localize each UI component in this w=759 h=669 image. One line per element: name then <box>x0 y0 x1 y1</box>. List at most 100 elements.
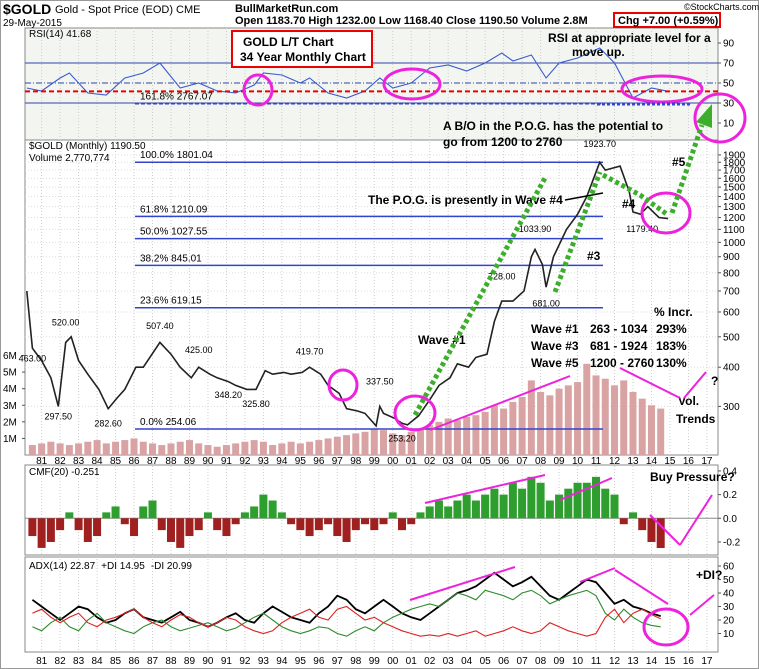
note: #3 <box>587 249 601 263</box>
volume-bar <box>453 420 461 455</box>
table-cell: Wave #3 <box>531 339 579 353</box>
wave-arrow <box>412 176 548 417</box>
x-tick-label: 17 <box>701 656 713 667</box>
note: GOLD L/T Chart <box>243 35 334 49</box>
x-tick-label: 96 <box>313 456 325 467</box>
fib-label: 23.6% 619.15 <box>140 296 202 307</box>
marks: 81 81 82 82 83 83 84 84 85 85 86 86 87 87 88 88 89 89 90 90… <box>3 29 746 667</box>
volume-bar <box>472 415 480 455</box>
volume-bar <box>546 395 554 455</box>
y-tick-label: 800 <box>723 268 740 279</box>
cmf-bar <box>361 518 370 525</box>
volume-bar <box>583 363 591 455</box>
volume-tick-label: 2M <box>3 417 17 428</box>
volume-bar <box>380 430 388 455</box>
cmf-bar <box>240 512 249 519</box>
trend-lines <box>409 367 715 616</box>
x-tick-label: 86 <box>128 456 140 467</box>
note: A B/O in the P.O.G. has the potential to <box>443 119 663 133</box>
price-label: 297.50 <box>44 412 72 422</box>
y-tick-label: 1100 <box>723 225 745 236</box>
cmf-bar <box>194 518 203 531</box>
x-tick-label: 92 <box>239 656 251 667</box>
cmf-bar <box>324 518 333 525</box>
x-tick-label: 97 <box>332 456 344 467</box>
change: Chg +7.00 (+0.59%) <box>618 15 719 27</box>
x-tick-label: 14 <box>646 656 658 667</box>
highlight <box>693 92 747 144</box>
x-tick-label: 14 <box>646 456 658 467</box>
y-tick-label: 10 <box>723 119 735 130</box>
x-tick-label: 82 <box>55 456 67 467</box>
table-cell: 681 - 1924 <box>590 339 648 353</box>
cmf-bar <box>305 518 314 537</box>
cmf-bar <box>102 512 111 519</box>
x-tick-label: 16 <box>683 656 695 667</box>
cmf-bar <box>582 482 591 519</box>
cmf-bar <box>93 518 102 537</box>
volume-bar <box>102 443 110 455</box>
volume-bar <box>28 445 36 455</box>
note: % Incr. <box>654 305 693 319</box>
volume-bar <box>296 443 304 455</box>
x-tick-label: 01 <box>406 656 418 667</box>
cmf-bar <box>333 518 342 537</box>
y-tick-label: 900 <box>723 252 740 263</box>
x-tick-label: 94 <box>276 456 288 467</box>
x-tick-label: 00 <box>387 456 399 467</box>
volume-bar <box>204 445 212 455</box>
y-tick-label: 400 <box>723 363 740 374</box>
y-tick-label: 1000 <box>723 238 746 249</box>
volume-bar <box>361 431 369 455</box>
cmf-bar <box>628 512 637 519</box>
note: #5 <box>672 155 686 169</box>
ohlc: Open 1183.70 High 1232.00 Low 1168.40 Cl… <box>235 15 588 27</box>
volume-bar <box>435 421 443 455</box>
note: +DI? <box>696 568 722 582</box>
note: ? <box>711 374 718 388</box>
y-tick-label: 500 <box>723 332 740 343</box>
x-tick-label: 90 <box>202 656 214 667</box>
volume-bar <box>250 440 258 455</box>
price-label: 728.00 <box>488 272 516 282</box>
x-tick-label: 91 <box>221 456 233 467</box>
volume-bar <box>407 431 415 455</box>
volume-bar <box>574 382 582 455</box>
cmf-bar <box>74 518 83 531</box>
volume-bar <box>47 441 55 455</box>
volume-bar <box>167 443 175 455</box>
date: 29-May-2015 <box>3 18 62 29</box>
x-tick-label: 13 <box>627 656 639 667</box>
highlight <box>620 74 704 104</box>
y-tick-label: 50 <box>723 575 735 586</box>
volume-bar <box>601 378 609 455</box>
x-tick-label: 81 <box>36 456 48 467</box>
y-tick-label: 1200 <box>723 213 746 224</box>
wave-arrow <box>552 171 603 293</box>
fib-label: 50.0% 1027.55 <box>140 227 208 238</box>
x-tick-label: 87 <box>147 456 159 467</box>
note: Buy Pressure? <box>650 470 735 484</box>
cmf-bar <box>203 512 212 519</box>
cmf-bar <box>647 518 656 542</box>
cmf-bar <box>139 506 148 519</box>
cmf-bar <box>490 488 499 519</box>
symbol: $GOLD <box>3 1 51 17</box>
volume-bar <box>315 440 323 455</box>
x-tick-label: 83 <box>73 456 85 467</box>
volume-label: Volume 2,770,774 <box>29 153 110 164</box>
legend-label: -DI 20.99 <box>151 561 193 572</box>
x-tick-label: 86 <box>128 656 140 667</box>
arrow-head <box>696 104 712 128</box>
x-tick-label: 95 <box>295 456 307 467</box>
volume-bar <box>84 441 92 455</box>
y-tick-label: 70 <box>723 59 735 70</box>
cmf-bar <box>444 506 453 519</box>
cmf-bar <box>407 518 416 525</box>
wave-arrow <box>601 172 670 218</box>
cmf-bar <box>222 518 231 537</box>
volume-bar <box>398 435 406 455</box>
fib-label: 61.8% 1210.09 <box>140 204 208 215</box>
x-tick-label: 84 <box>92 456 104 467</box>
x-tick-label: 02 <box>424 656 436 667</box>
